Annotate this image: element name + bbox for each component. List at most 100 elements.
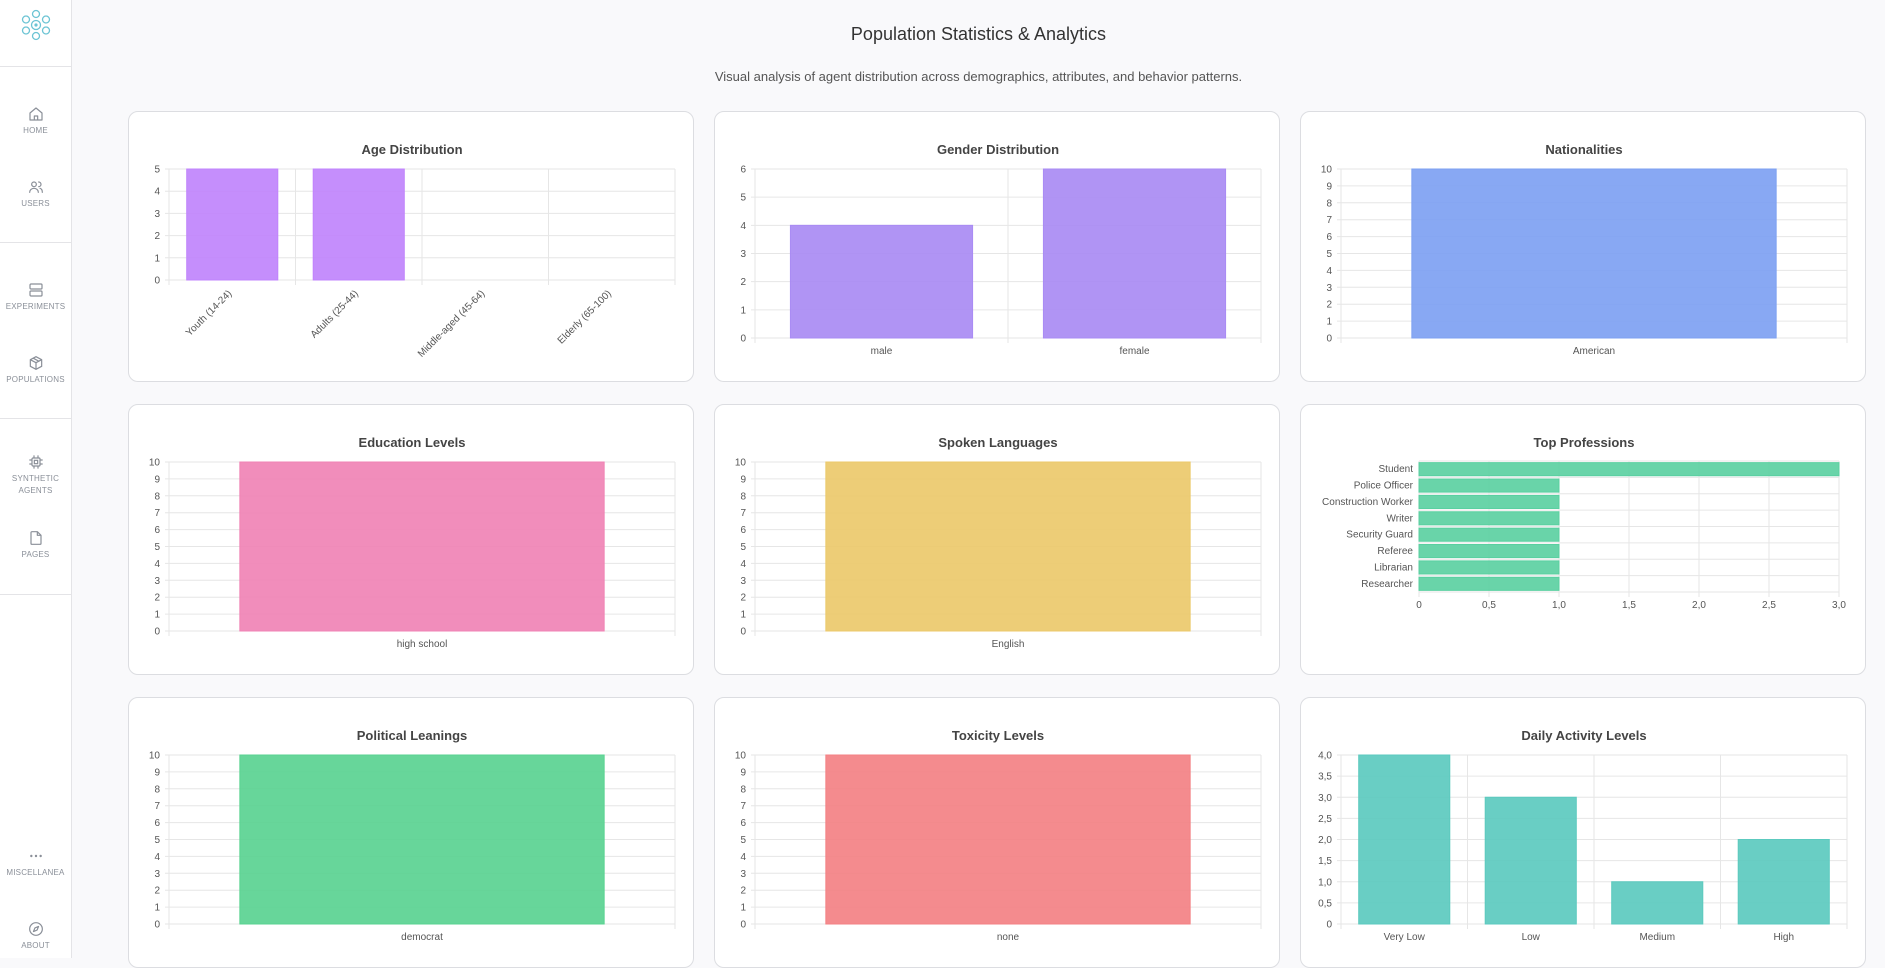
x-category-label: High	[1773, 932, 1794, 943]
page-title: Population Statistics & Analytics	[850, 24, 1107, 45]
daily-activity-chart: Daily Activity Levels 0 0,5 1,0 1,5 2,0 2,5 3,0…	[1318, 728, 1848, 943]
y-tick-label: 6	[740, 165, 746, 176]
y-tick-label: 3,0	[1318, 793, 1332, 804]
bar	[789, 224, 974, 339]
nav-experiments[interactable]: EXPERIMENTS	[0, 282, 71, 313]
chart-card-education: Education Levels 0 1 2 3 4 5 6 7 8 9 10 high school	[128, 404, 694, 675]
y-tick-label: 7	[740, 508, 746, 519]
y-tick-label: 9	[1326, 181, 1332, 192]
y-tick-label: 0,5	[1318, 898, 1332, 909]
chart-card-age: Age Distribution 0 1 2 3 4 5 Youth (14-24) Adult…	[128, 111, 694, 382]
y-tick-label: 3	[154, 576, 160, 587]
bar	[825, 461, 1191, 632]
file-icon	[29, 531, 42, 545]
nav-synthetic-agents[interactable]: SYNTHETIC AGENTS	[0, 454, 71, 497]
x-category-label: female	[1119, 346, 1149, 357]
y-tick-label: 4	[154, 559, 160, 570]
y-tick-label: 6	[154, 525, 160, 536]
nav-miscellanea[interactable]: MISCELLANEA	[0, 848, 71, 879]
chart-card-activity: Daily Activity Levels 0 0,5 1,0 1,5 2,0 2,5 3,0…	[1300, 697, 1866, 968]
users-icon	[28, 181, 43, 193]
y-tick-label: 9	[740, 767, 746, 778]
x-category-label: Middle-aged (45-64)	[416, 288, 487, 359]
chart-title: Daily Activity Levels	[1521, 728, 1646, 743]
app-logo-icon[interactable]	[19, 8, 53, 42]
y-tick-label: 6	[1326, 232, 1332, 243]
nav-populations[interactable]: POPULATIONS	[0, 355, 71, 386]
chart-card-gender: Gender Distribution 0 1 2 3 4 5 6 male female	[714, 111, 1280, 382]
y-category-label: Security Guard	[1346, 530, 1413, 541]
y-tick-label: 2	[154, 886, 160, 897]
gender-distribution-chart: Gender Distribution 0 1 2 3 4 5 6 male female	[740, 142, 1262, 357]
y-tick-label: 10	[149, 751, 161, 762]
y-tick-label: 0	[154, 920, 160, 931]
nav-users[interactable]: USERS	[0, 179, 71, 210]
y-category-label: Student	[1379, 464, 1414, 475]
y-tick-label: 7	[154, 801, 160, 812]
bar	[1418, 576, 1560, 591]
y-category-label: Construction Worker	[1322, 497, 1414, 508]
bar	[1611, 881, 1704, 925]
nav-home[interactable]: HOME	[0, 106, 71, 137]
nationalities-chart: Nationalities 0 1 2 3 4 5 6 7 8 9 10 American	[1321, 142, 1848, 357]
chart-title: Nationalities	[1545, 142, 1622, 157]
top-professions-chart: Top Professions 0 0,5 1,0 1,5 2,0 2,5 3,0 Studen…	[1322, 435, 1846, 611]
x-tick-label: 0,5	[1482, 600, 1496, 611]
nav-users-label: USERS	[21, 199, 50, 208]
y-tick-label: 2	[1326, 300, 1332, 311]
y-tick-label: 2	[740, 886, 746, 897]
y-tick-label: 2,5	[1318, 814, 1332, 825]
divider	[0, 66, 71, 67]
bar	[1411, 168, 1777, 339]
bar	[1737, 839, 1830, 925]
nav-synthetic-label-line1: SYNTHETIC	[11, 474, 60, 483]
chart-title: Spoken Languages	[938, 435, 1057, 450]
y-tick-label: 5	[154, 835, 160, 846]
nav-synthetic-label-line2: AGENTS	[18, 486, 53, 495]
nav-populations-label: POPULATIONS	[6, 375, 65, 384]
x-category-label: Adults (25-44)	[309, 288, 361, 340]
chart-title: Education Levels	[359, 435, 466, 450]
x-category-label: Elderly (65-100)	[556, 288, 614, 346]
y-tick-label: 10	[149, 458, 161, 469]
y-tick-label: 5	[740, 835, 746, 846]
y-tick-label: 0	[740, 627, 746, 638]
x-category-label: American	[1573, 346, 1615, 357]
political-leanings-chart: Political Leanings 0 1 2 3 4 5 6 7 8 9 10 democrat	[149, 728, 676, 943]
bar	[1418, 544, 1560, 559]
home-icon	[28, 107, 43, 121]
nav-about[interactable]: ABOUT	[0, 921, 71, 952]
bar	[825, 754, 1191, 925]
bar	[1418, 494, 1560, 509]
y-tick-label: 1	[154, 610, 160, 621]
bar	[1418, 560, 1560, 575]
nav-home-label: HOME	[23, 126, 48, 135]
y-tick-label: 0	[1326, 334, 1332, 345]
bar	[239, 461, 605, 632]
divider	[0, 594, 71, 595]
y-tick-label: 8	[740, 784, 746, 795]
y-tick-label: 0	[740, 334, 746, 345]
y-tick-label: 8	[740, 491, 746, 502]
nav-pages[interactable]: PAGES	[0, 530, 71, 561]
x-category-label: none	[997, 932, 1020, 943]
y-tick-label: 1	[1326, 317, 1332, 328]
y-tick-label: 7	[154, 508, 160, 519]
chart-title: Gender Distribution	[937, 142, 1059, 157]
y-tick-label: 8	[154, 491, 160, 502]
main-content: Population Statistics & Analytics Visual…	[72, 0, 1885, 968]
y-tick-label: 3	[740, 869, 746, 880]
server-icon	[28, 283, 43, 297]
bar	[1418, 511, 1560, 526]
y-tick-label: 4	[740, 852, 746, 863]
x-category-label: male	[871, 346, 893, 357]
y-tick-label: 6	[740, 525, 746, 536]
y-tick-label: 1,0	[1318, 877, 1332, 888]
y-tick-label: 4	[1326, 266, 1332, 277]
y-tick-label: 10	[735, 751, 747, 762]
chart-title: Political Leanings	[357, 728, 468, 743]
compass-icon	[28, 922, 43, 936]
y-tick-label: 2	[740, 593, 746, 604]
y-tick-label: 1	[740, 903, 746, 914]
x-tick-label: 3,0	[1832, 600, 1846, 611]
